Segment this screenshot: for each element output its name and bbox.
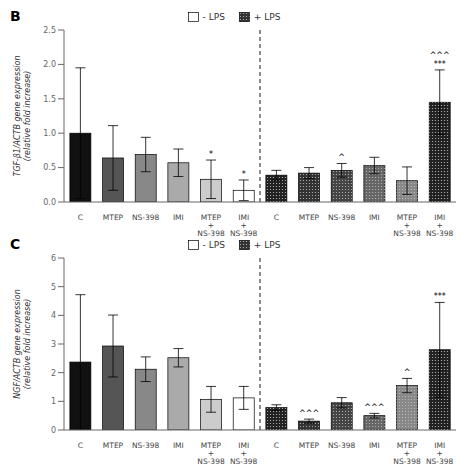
html-text:- LPS: - LPS bbox=[202, 240, 225, 250]
html-text:+ LPS: + LPS bbox=[253, 240, 281, 250]
svg-text:1.0: 1.0 bbox=[43, 129, 56, 138]
svg-text:***: *** bbox=[434, 292, 446, 301]
svg-text:MTEP: MTEP bbox=[103, 213, 124, 222]
svg-text:MTEP+NS-398: MTEP+NS-398 bbox=[197, 441, 225, 464]
svg-text:2.0: 2.0 bbox=[43, 60, 56, 69]
svg-text:NS-398: NS-398 bbox=[328, 441, 356, 450]
svg-text:3: 3 bbox=[51, 340, 56, 349]
svg-text:2.5: 2.5 bbox=[43, 26, 56, 35]
svg-text:IMI: IMI bbox=[369, 213, 380, 222]
svg-text:1.5: 1.5 bbox=[43, 95, 56, 104]
svg-text:4: 4 bbox=[51, 311, 56, 320]
svg-text:IMI: IMI bbox=[173, 441, 184, 450]
svg-text:MTEP+NS-398: MTEP+NS-398 bbox=[197, 213, 225, 236]
svg-text:IMI+NS-398: IMI+NS-398 bbox=[230, 441, 258, 464]
svg-text:6: 6 bbox=[51, 254, 56, 263]
svg-text:NS-398: NS-398 bbox=[132, 213, 160, 222]
html-text:+ LPS: + LPS bbox=[253, 12, 281, 22]
svg-text:MTEP: MTEP bbox=[299, 441, 320, 450]
svg-text:1: 1 bbox=[51, 397, 56, 406]
svg-text:*: * bbox=[242, 170, 246, 179]
svg-text:MTEP+NS-398: MTEP+NS-398 bbox=[393, 213, 421, 236]
svg-text:MTEP: MTEP bbox=[103, 441, 124, 450]
svg-text:***^^^: ***^^^ bbox=[430, 51, 450, 69]
svg-text:^^^: ^^^ bbox=[364, 403, 384, 412]
svg-text:^: ^ bbox=[338, 153, 345, 162]
svg-text:(relative fold increase): (relative fold increase) bbox=[23, 71, 32, 162]
svg-text:MTEP+NS-398: MTEP+NS-398 bbox=[393, 441, 421, 464]
html-text:B: B bbox=[10, 8, 21, 24]
html-text:- LPS: - LPS bbox=[202, 12, 225, 22]
svg-text:IMI: IMI bbox=[173, 213, 184, 222]
svg-text:NGF/ACTB gene expression: NGF/ACTB gene expression bbox=[13, 289, 22, 398]
svg-text:0: 0 bbox=[51, 426, 56, 435]
svg-text:0.5: 0.5 bbox=[43, 163, 56, 172]
svg-text:IMI+NS-398: IMI+NS-398 bbox=[230, 213, 258, 236]
svg-text:*: * bbox=[209, 150, 213, 159]
svg-text:C: C bbox=[274, 441, 279, 450]
svg-text:IMI+NS-398: IMI+NS-398 bbox=[426, 441, 454, 464]
svg-text:NS-398: NS-398 bbox=[132, 441, 160, 450]
svg-text:5: 5 bbox=[51, 283, 56, 292]
svg-text:C: C bbox=[78, 213, 83, 222]
svg-text:IMI: IMI bbox=[369, 441, 380, 450]
svg-text:TGF-β1/ACTB gene expression: TGF-β1/ACTB gene expression bbox=[13, 55, 22, 176]
html-text:C: C bbox=[10, 236, 21, 252]
svg-text:C: C bbox=[274, 213, 279, 222]
svg-text:NS-398: NS-398 bbox=[328, 213, 356, 222]
svg-text:0.0: 0.0 bbox=[43, 198, 56, 207]
svg-text:^: ^ bbox=[404, 368, 411, 377]
svg-text:^^^: ^^^ bbox=[299, 409, 319, 418]
svg-text:IMI+NS-398: IMI+NS-398 bbox=[426, 213, 454, 236]
svg-text:C: C bbox=[78, 441, 83, 450]
svg-text:MTEP: MTEP bbox=[299, 213, 320, 222]
svg-text:2: 2 bbox=[51, 369, 56, 378]
svg-text:(relative fold increase): (relative fold increase) bbox=[23, 299, 32, 390]
